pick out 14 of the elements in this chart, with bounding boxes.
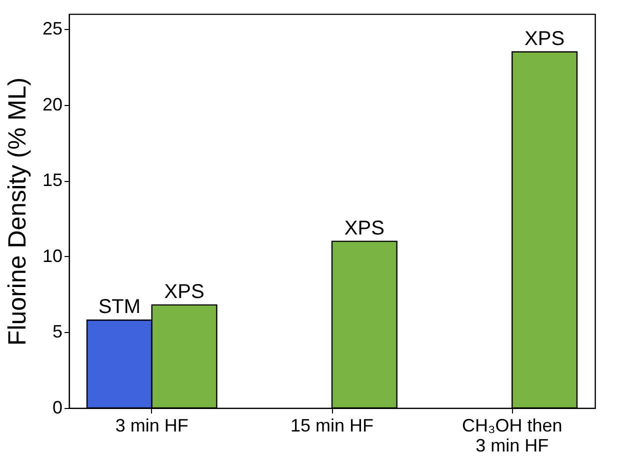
x-tick-label: 15 min HF bbox=[290, 416, 374, 436]
y-tick-label: 25 bbox=[42, 18, 62, 39]
series-label: XPS bbox=[164, 280, 204, 303]
x-tick-label: 3 min HF bbox=[115, 416, 188, 436]
y-tick-label: 0 bbox=[52, 398, 62, 418]
y-tick-label: 5 bbox=[52, 322, 62, 342]
y-tick-label: 15 bbox=[42, 170, 62, 190]
y-tick-label: 10 bbox=[42, 246, 62, 266]
series-label: STM bbox=[98, 296, 141, 318]
x-tick-label: CH₃OH then 3 min HF bbox=[462, 416, 562, 456]
text: XPS bbox=[344, 217, 384, 240]
y-tick-label: 20 bbox=[42, 94, 62, 114]
y-axis-title: Fluorine Density (% ML) bbox=[3, 77, 32, 346]
text: XPS bbox=[524, 28, 565, 50]
